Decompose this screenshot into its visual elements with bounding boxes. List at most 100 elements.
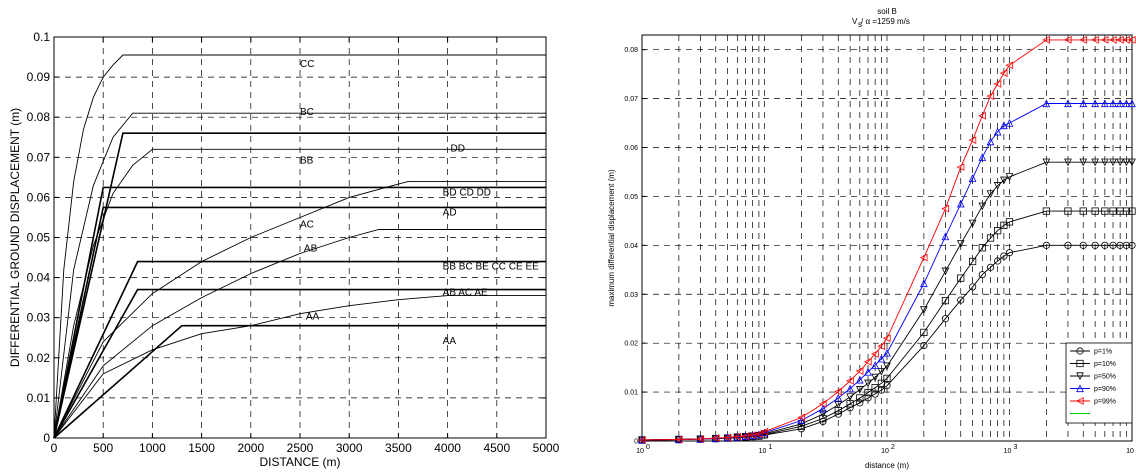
marker-triangle-down bbox=[877, 367, 886, 376]
x-tick-label: 5000 bbox=[533, 441, 560, 455]
y-tick-label: 0.03 bbox=[624, 292, 638, 299]
marker-triangle-up bbox=[1122, 99, 1131, 108]
marker-square bbox=[1064, 207, 1072, 215]
marker-square bbox=[871, 384, 879, 392]
x-tick-exponent: 1 bbox=[769, 444, 773, 451]
marker-triangle-left bbox=[1127, 36, 1136, 44]
marker-triangle-left bbox=[733, 432, 741, 441]
y-tick-label: 0.02 bbox=[624, 341, 638, 348]
marker-circle bbox=[941, 315, 950, 323]
x-tick-label: 2000 bbox=[237, 441, 264, 455]
marker-triangle-down bbox=[993, 182, 1002, 190]
marker-triangle-up bbox=[871, 361, 879, 369]
marker-triangle-left bbox=[1075, 397, 1084, 405]
marker-triangle-left bbox=[1091, 36, 1099, 44]
marker-triangle-left bbox=[1079, 36, 1087, 44]
marker-circle bbox=[994, 257, 1002, 265]
x-tick-label: 10 bbox=[1004, 448, 1012, 455]
marker-circle bbox=[920, 342, 928, 350]
marker-square bbox=[877, 379, 885, 387]
marker-square bbox=[1076, 359, 1084, 368]
y-tick-label: 0.07 bbox=[624, 96, 638, 103]
marker-square bbox=[941, 297, 950, 305]
marker-triangle-up bbox=[993, 127, 1002, 136]
curve-annotation: AD bbox=[443, 207, 457, 218]
marker-triangle-up bbox=[1109, 99, 1117, 108]
curve-4 bbox=[53, 229, 546, 439]
marker-triangle-left bbox=[834, 387, 842, 396]
marker-triangle-up bbox=[986, 137, 995, 146]
curve-6 bbox=[53, 132, 546, 439]
marker-circle bbox=[846, 404, 854, 412]
legend: p=1% p=10% p=50% p=90% p=99% bbox=[1065, 342, 1133, 424]
marker-triangle-down bbox=[1116, 158, 1124, 167]
marker-circle bbox=[986, 263, 995, 271]
right-chart: 00.010.020.030.040.050.060.070.081001011… bbox=[607, 7, 1136, 470]
marker-circle bbox=[1076, 347, 1084, 355]
marker-triangle-down bbox=[1128, 158, 1136, 167]
marker-triangle-left bbox=[863, 357, 872, 366]
marker-triangle-down bbox=[1064, 158, 1072, 167]
marker-square bbox=[1079, 207, 1087, 215]
marker-triangle-left bbox=[1063, 36, 1072, 44]
marker-circle bbox=[883, 382, 891, 390]
x-tick-exponent: 2 bbox=[891, 444, 895, 451]
marker-triangle-down bbox=[1091, 158, 1099, 167]
marker-triangle-up bbox=[797, 416, 806, 425]
series-p=99% bbox=[637, 36, 1136, 444]
marker-triangle-down bbox=[883, 362, 891, 371]
curve-annotation: BC bbox=[300, 107, 314, 118]
marker-triangle-left bbox=[754, 430, 763, 438]
marker-circle bbox=[978, 271, 986, 279]
marker-circle bbox=[1101, 241, 1109, 249]
marker-square bbox=[819, 414, 827, 423]
marker-square bbox=[969, 257, 977, 266]
y-tick-label: 0.05 bbox=[624, 194, 638, 201]
chart-title: soil B bbox=[877, 7, 897, 16]
curve-11 bbox=[53, 324, 546, 439]
marker-triangle-left bbox=[968, 136, 977, 145]
marker-circle bbox=[856, 399, 864, 407]
curve-annotation: CC bbox=[300, 59, 314, 70]
marker-square bbox=[1101, 207, 1109, 215]
y-tick-label: 0.07 bbox=[27, 150, 51, 164]
marker-square bbox=[957, 274, 965, 282]
marker-triangle-down bbox=[968, 219, 977, 228]
marker-triangle-up bbox=[1076, 384, 1084, 393]
marker-square bbox=[1122, 207, 1130, 215]
curve-10 bbox=[53, 288, 546, 439]
marker-square bbox=[1005, 218, 1014, 226]
curve-1 bbox=[53, 112, 546, 439]
y-tick-label: 0.08 bbox=[27, 110, 51, 124]
marker-triangle-up bbox=[846, 384, 854, 393]
marker-triangle-up bbox=[1128, 99, 1136, 108]
marker-triangle-left bbox=[941, 204, 950, 213]
marker-triangle-up bbox=[1000, 121, 1008, 130]
curve-annotation: AA bbox=[306, 312, 320, 323]
marker-circle bbox=[1042, 241, 1050, 249]
y-tick-label: 0.09 bbox=[27, 70, 51, 84]
marker-square bbox=[920, 328, 928, 337]
y-tick-label: 0.03 bbox=[27, 311, 51, 325]
marker-square bbox=[883, 374, 891, 382]
marker-triangle-left bbox=[748, 431, 757, 439]
y-tick-label: 0.06 bbox=[27, 190, 51, 204]
curve-annotation: BD CD DD bbox=[443, 187, 491, 198]
marker-triangle-down bbox=[834, 401, 843, 409]
marker-triangle-left bbox=[855, 367, 864, 375]
y-tick-label: 0.1 bbox=[33, 30, 50, 44]
marker-triangle-up bbox=[1091, 99, 1099, 108]
curve-annotation: AB bbox=[304, 244, 318, 255]
curve-0 bbox=[53, 54, 546, 439]
x-tick-label: 3500 bbox=[385, 441, 412, 455]
marker-square bbox=[1091, 207, 1099, 215]
marker-triangle-left bbox=[797, 413, 805, 422]
marker-circle bbox=[1128, 241, 1136, 249]
marker-triangle-left bbox=[871, 350, 879, 358]
marker-triangle-left bbox=[993, 80, 1002, 88]
marker-triangle-left bbox=[760, 427, 769, 436]
marker-triangle-up bbox=[883, 348, 891, 357]
x-axis-label: DISTANCE (m) bbox=[259, 455, 340, 469]
marker-triangle-down bbox=[1079, 158, 1088, 167]
x-tick-label: 1500 bbox=[188, 441, 215, 455]
